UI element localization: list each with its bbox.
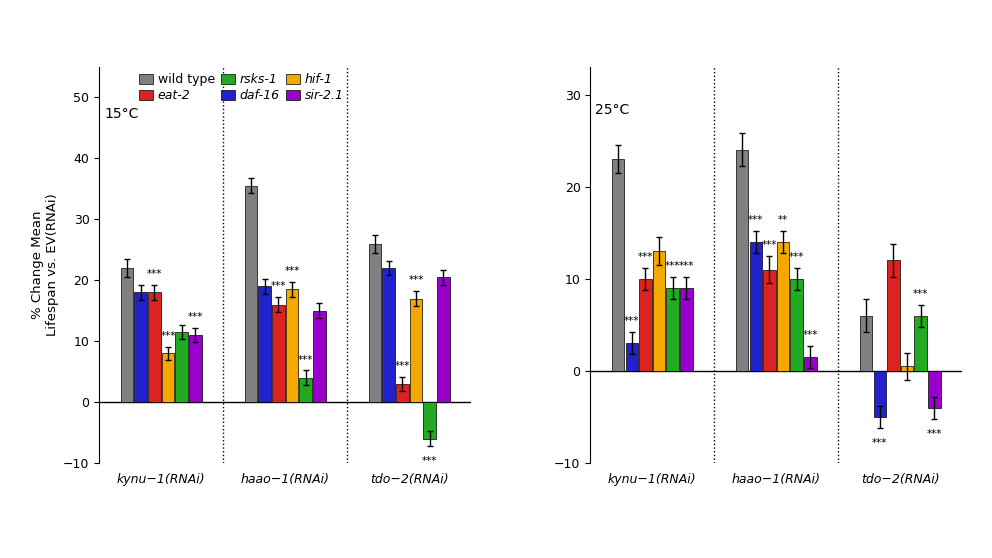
Text: ***: *** [147, 269, 162, 279]
Bar [653, 251, 666, 371]
Bar [424, 402, 435, 439]
Bar [369, 244, 381, 402]
Text: ***: *** [422, 456, 437, 466]
Bar [874, 371, 886, 417]
Bar [313, 311, 325, 402]
Text: ***: *** [271, 281, 286, 291]
Legend: wild type, eat-2, rsks-1, daf-16, hif-1, sir-2.1: wild type, eat-2, rsks-1, daf-16, hif-1,… [139, 73, 344, 102]
Bar [901, 367, 914, 371]
Text: ***: *** [409, 275, 424, 285]
Text: ***: *** [803, 330, 818, 340]
Bar [383, 268, 395, 402]
Bar [639, 279, 652, 371]
Bar [272, 305, 285, 402]
Bar [791, 279, 803, 371]
Bar [245, 186, 257, 402]
Text: ***: *** [638, 252, 653, 262]
Bar [162, 353, 175, 402]
Bar [929, 371, 940, 408]
Bar [259, 286, 271, 402]
Text: ***: *** [298, 354, 313, 364]
Y-axis label: % Change Mean
Lifespan vs. EV(RNAi): % Change Mean Lifespan vs. EV(RNAi) [31, 194, 59, 336]
Bar [860, 316, 872, 371]
Text: 15°C: 15°C [104, 107, 139, 121]
Bar [437, 277, 449, 402]
Text: **: ** [778, 215, 789, 225]
Bar [396, 384, 409, 402]
Text: ***: *** [161, 331, 176, 341]
Bar [915, 316, 927, 371]
Text: ***: *** [789, 252, 805, 262]
Bar [612, 159, 624, 371]
Bar [626, 343, 638, 371]
Text: ***: *** [872, 438, 888, 448]
Text: ***: *** [762, 240, 777, 250]
Text: ***: *** [679, 261, 694, 271]
Text: ***: *** [285, 266, 300, 276]
Bar [189, 335, 201, 402]
Bar [887, 261, 900, 371]
Text: ***: *** [927, 429, 942, 439]
Text: ***: *** [665, 261, 681, 271]
Bar [148, 292, 161, 402]
Text: ***: *** [395, 360, 410, 371]
Bar [805, 357, 816, 371]
Bar [121, 268, 133, 402]
Bar [300, 378, 311, 402]
Bar [681, 288, 692, 371]
Text: ***: *** [624, 316, 640, 326]
Bar [667, 288, 679, 371]
Bar [777, 242, 790, 371]
Bar [736, 150, 748, 371]
Bar [286, 290, 299, 402]
Bar [176, 332, 187, 402]
Bar [750, 242, 762, 371]
Bar [763, 270, 776, 371]
Bar [135, 292, 147, 402]
Text: ***: *** [913, 288, 929, 299]
Text: 25°C: 25°C [595, 103, 630, 117]
Text: ***: *** [748, 215, 764, 225]
Bar [410, 299, 423, 402]
Text: ***: *** [187, 312, 203, 322]
